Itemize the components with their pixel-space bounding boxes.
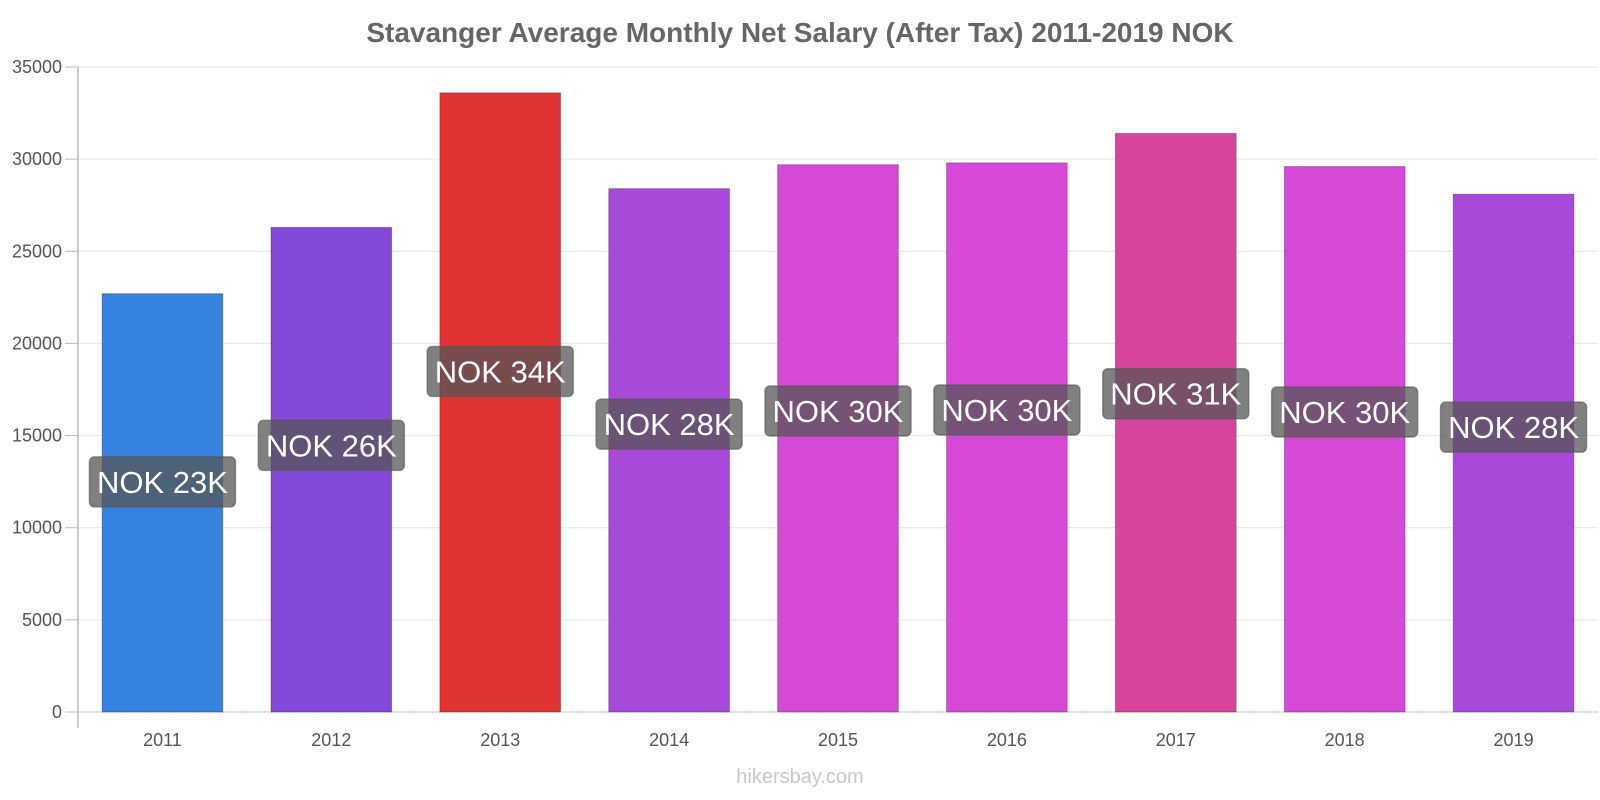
data-label-box: [933, 384, 1081, 436]
x-tick-label: 2016: [987, 730, 1027, 750]
data-label: NOK 26K: [266, 428, 397, 463]
chart-title: Stavanger Average Monthly Net Salary (Af…: [366, 17, 1233, 48]
x-tick-label: 2017: [1156, 730, 1196, 750]
data-label: NOK 30K: [941, 393, 1072, 428]
data-label: NOK 28K: [1448, 410, 1579, 445]
y-tick-label: 35000: [12, 57, 62, 77]
bar-2014: [608, 188, 730, 713]
y-tick-label: 15000: [12, 426, 62, 446]
y-tick-label: 20000: [12, 333, 62, 353]
data-label: NOK 30K: [1279, 395, 1410, 430]
y-tick-label: 25000: [12, 241, 62, 261]
data-label-box: [88, 456, 237, 508]
bar-2013: [439, 92, 562, 713]
data-label: NOK 30K: [773, 394, 904, 429]
data-label-box: [764, 385, 912, 437]
bar-2019: [1452, 193, 1575, 713]
y-tick-label: 0: [52, 702, 62, 722]
data-label: NOK 34K: [435, 354, 566, 389]
x-tick-label: 2011: [143, 730, 182, 750]
y-tick-label: 5000: [22, 610, 62, 630]
bars: [101, 92, 1575, 713]
watermark: hikersbay.com: [736, 766, 864, 788]
x-tick-label: 2012: [311, 730, 351, 750]
y-tick-label: 10000: [12, 518, 62, 538]
bar-2016: [946, 162, 1068, 713]
data-label: NOK 23K: [97, 465, 228, 500]
data-label-box: [1270, 386, 1419, 438]
data-label-box: [595, 398, 743, 450]
bar-2018: [1283, 166, 1406, 713]
x-tick-label: 2013: [480, 730, 520, 750]
bar-2017: [1114, 132, 1237, 713]
data-label-box: [426, 345, 574, 398]
y-tick-label: 30000: [12, 149, 62, 169]
x-tick-label: 2015: [818, 730, 858, 750]
data-label-box: [1439, 401, 1588, 453]
bar-2015: [777, 164, 899, 713]
x-tick-label: 2014: [649, 730, 689, 750]
data-label: NOK 28K: [604, 407, 735, 442]
data-label-box: [257, 419, 406, 472]
data-label-box: [1102, 367, 1250, 420]
x-tick-label: 2019: [1494, 730, 1534, 750]
data-label: NOK 31K: [1110, 377, 1241, 412]
x-tick-label: 2018: [1325, 730, 1365, 750]
data-labels: NOK 23K NOK 26K NOK 34K NOK 28K NOK 30K NOK 3…: [88, 345, 1588, 508]
